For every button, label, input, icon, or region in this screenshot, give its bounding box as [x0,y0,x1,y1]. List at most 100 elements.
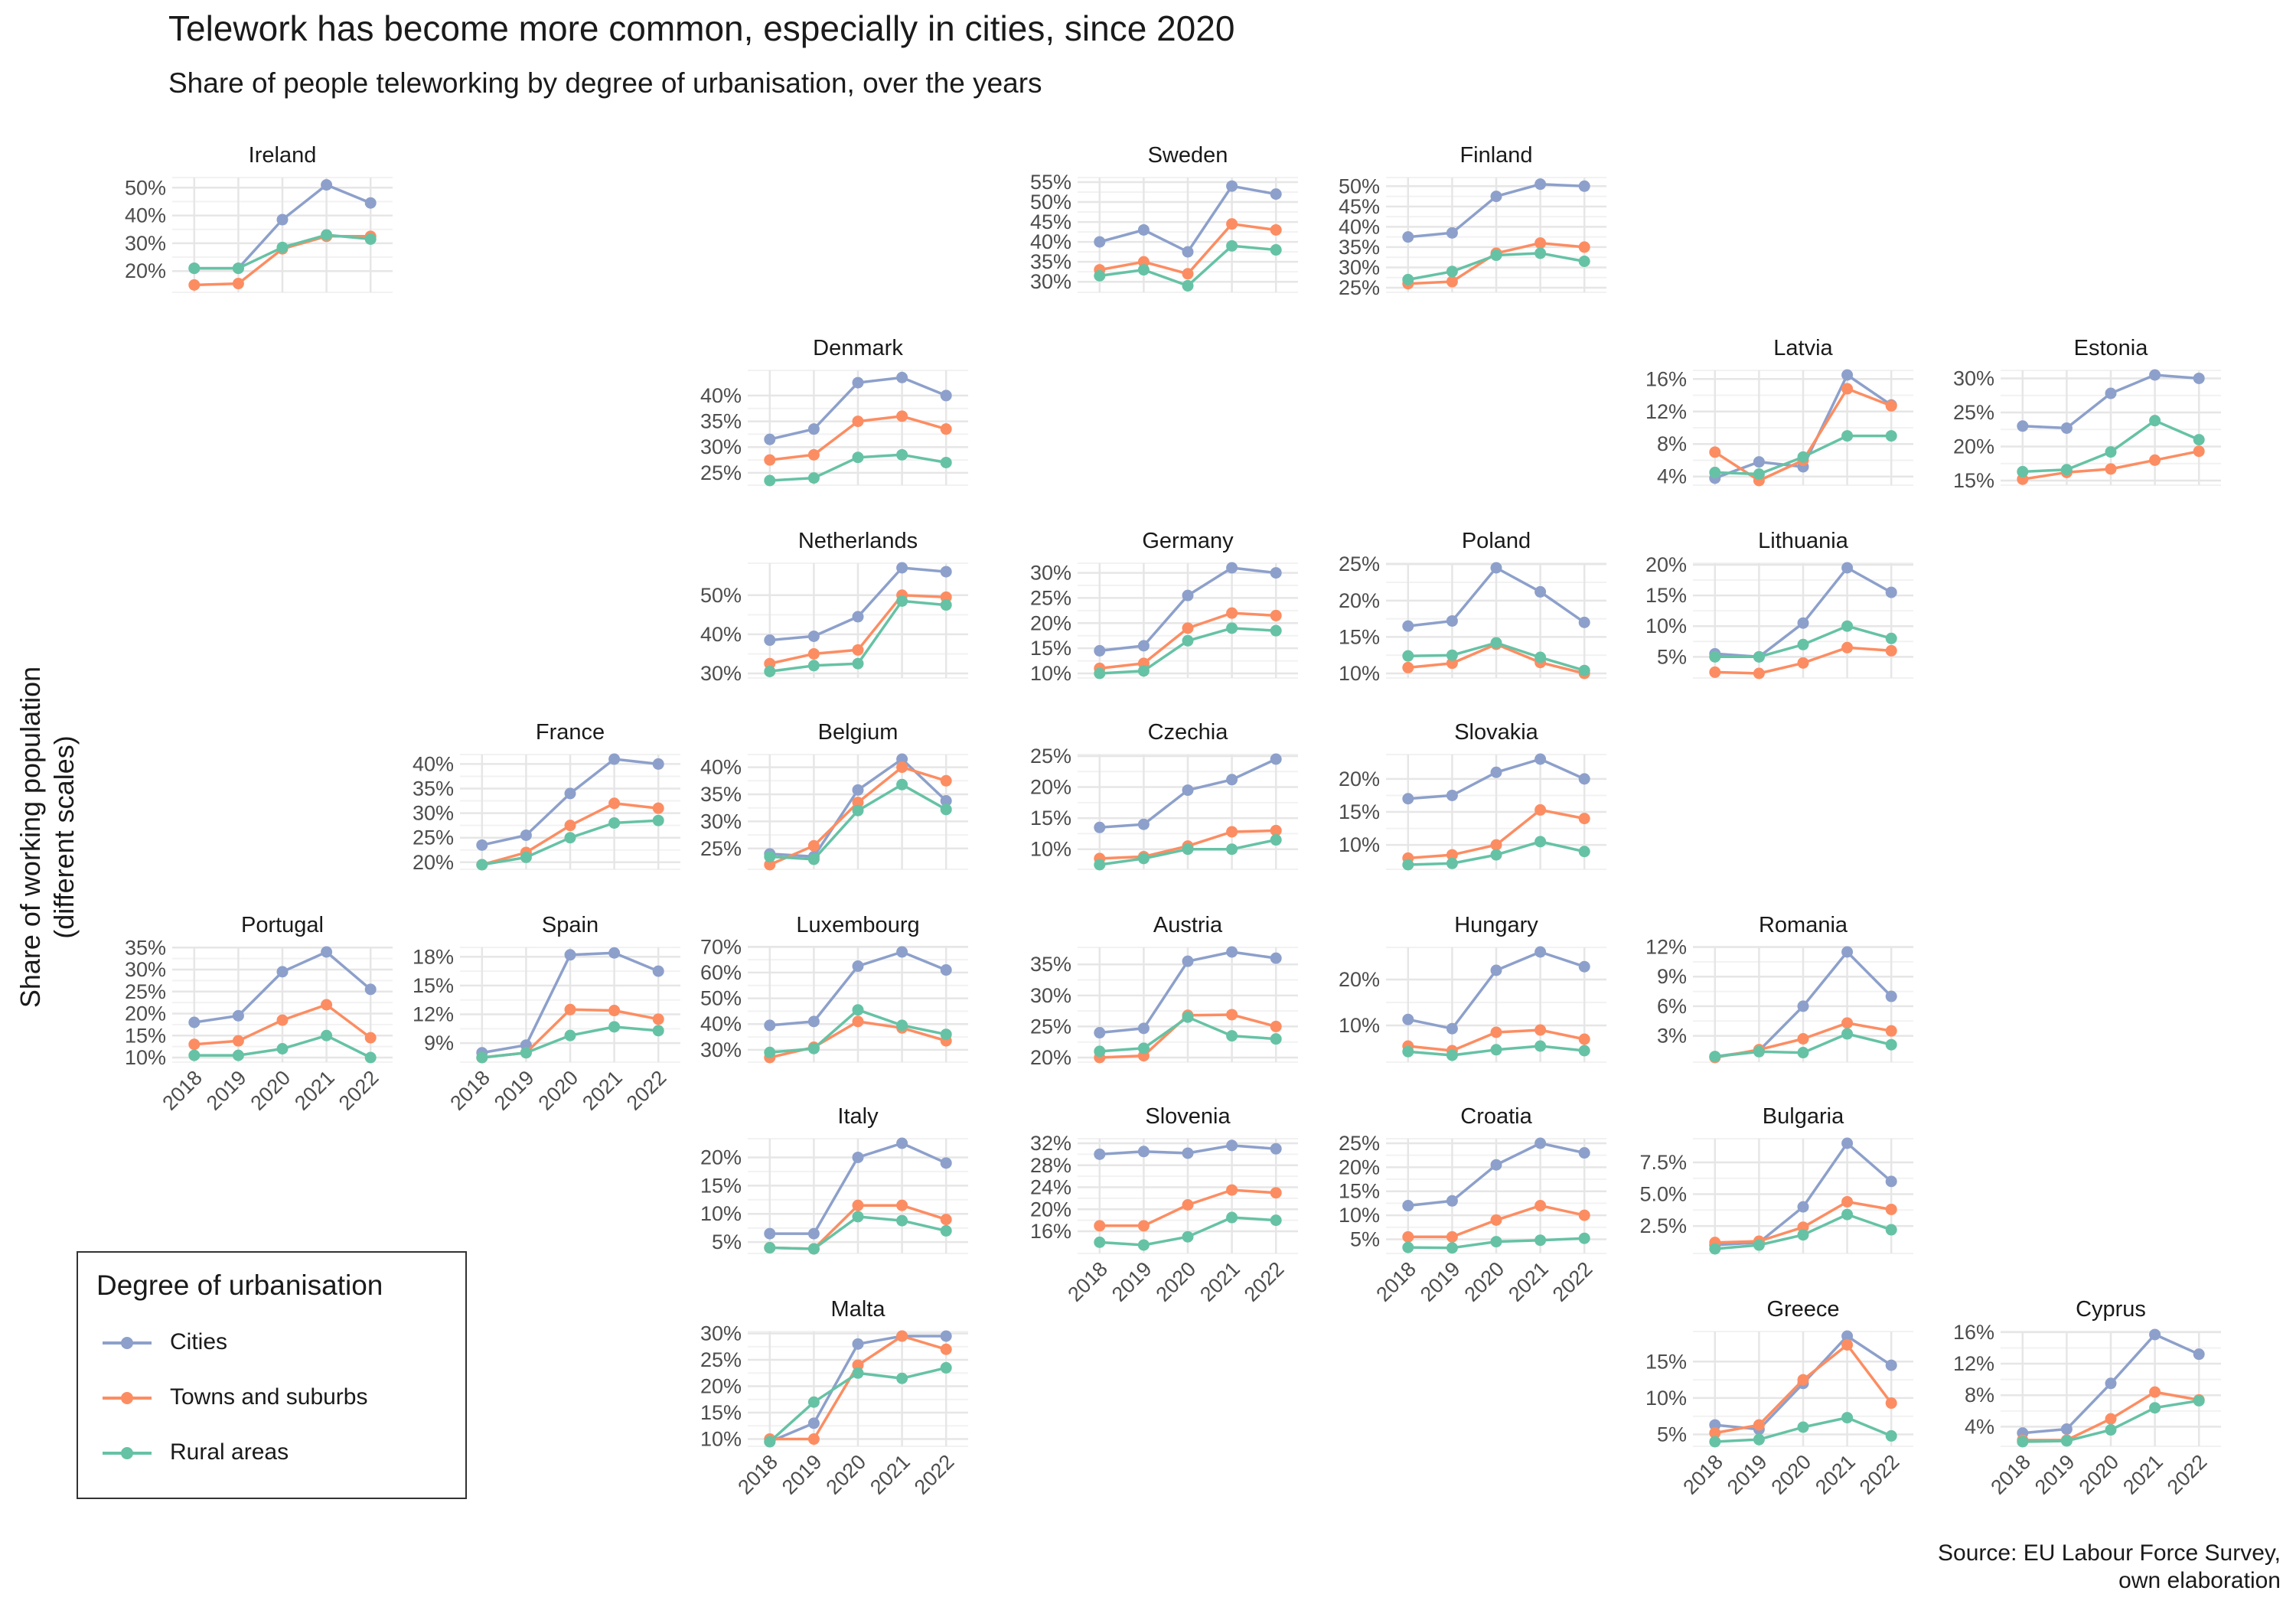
point-germany-rural-areas-2021 [1226,622,1238,634]
point-denmark-rural-areas-2022 [940,456,952,468]
y-tick-label-finland-3: 40% [1339,215,1380,238]
panel-title-malta: Malta [831,1297,886,1322]
point-belgium-towns-and-suburbs-2021 [896,761,908,774]
x-tick-label-spain-2020: 2020 [534,1066,583,1115]
panel-title-romania: Romania [1759,913,1848,937]
point-cyprus-rural-areas-2019 [2060,1435,2073,1447]
x-tick-label-slovenia-2022: 2022 [1240,1257,1289,1306]
point-spain-rural-areas-2018 [476,1051,488,1064]
point-portugal-towns-and-suburbs-2022 [364,1032,377,1044]
point-estonia-cities-2019 [2060,422,2073,434]
point-greece-towns-and-suburbs-2022 [1885,1397,1897,1410]
panel-title-slovakia: Slovakia [1454,720,1538,745]
point-hungary-cities-2019 [1446,1022,1458,1035]
point-slovakia-cities-2022 [1578,773,1590,785]
point-denmark-rural-areas-2018 [764,474,776,487]
point-sweden-cities-2021 [1226,180,1238,192]
point-denmark-rural-areas-2021 [896,448,908,461]
panel-title-netherlands: Netherlands [798,529,918,553]
point-cyprus-towns-and-suburbs-2021 [2149,1386,2161,1398]
point-finland-rural-areas-2018 [1402,273,1414,285]
panel-netherlands: 30% 40% 50% Netherlands [700,529,968,685]
point-germany-cities-2020 [1182,589,1194,601]
point-italy-towns-and-suburbs-2021 [896,1199,908,1211]
y-tick-label-austria-2: 30% [1030,984,1071,1007]
point-netherlands-cities-2020 [852,611,864,623]
y-tick-label-portugal-4: 30% [125,958,166,981]
point-estonia-rural-areas-2021 [2149,415,2161,427]
panel-latvia: 4% 8% 12% 16% Latvia [1645,336,1913,488]
y-tick-label-ireland-3: 50% [125,176,166,199]
point-belgium-towns-and-suburbs-2018 [764,859,776,871]
point-spain-rural-areas-2021 [608,1021,621,1033]
point-spain-cities-2022 [652,965,664,977]
y-tick-label-slovenia-0: 16% [1030,1220,1071,1243]
y-tick-label-slovakia-2: 20% [1339,768,1380,790]
point-ireland-rural-areas-2022 [364,233,377,245]
point-cyprus-rural-areas-2021 [2149,1402,2161,1414]
x-tick-label-portugal-2019: 2019 [202,1066,251,1115]
point-latvia-cities-2021 [1841,369,1854,381]
x-tick-label-cyprus-2021: 2021 [2118,1450,2167,1499]
x-tick-label-slovenia-2018: 2018 [1063,1257,1112,1306]
y-tick-label-latvia-3: 16% [1645,367,1687,390]
point-finland-rural-areas-2020 [1490,249,1502,262]
point-bulgaria-rural-areas-2018 [1709,1243,1721,1255]
point-netherlands-towns-and-suburbs-2020 [852,644,864,656]
point-latvia-rural-areas-2022 [1885,430,1897,442]
point-italy-cities-2020 [852,1151,864,1163]
y-tick-label-malta-1: 15% [700,1401,742,1424]
point-cyprus-rural-areas-2022 [2193,1394,2205,1407]
x-tick-label-malta-2022: 2022 [910,1450,959,1499]
y-tick-label-france-2: 30% [413,802,454,825]
point-estonia-rural-areas-2019 [2060,464,2073,476]
point-poland-cities-2022 [1578,616,1590,628]
panel-portugal: 10%15%20%25%30%35%Portugal20182019202020… [125,913,393,1115]
point-slovenia-towns-and-suburbs-2019 [1137,1220,1150,1232]
point-cyprus-cities-2020 [2105,1377,2117,1390]
y-tick-label-greece-2: 15% [1645,1350,1687,1373]
y-tick-label-italy-1: 10% [700,1202,742,1225]
point-croatia-cities-2022 [1578,1147,1590,1159]
point-slovakia-rural-areas-2022 [1578,846,1590,858]
point-bulgaria-rural-areas-2022 [1885,1224,1897,1236]
point-finland-cities-2021 [1534,178,1547,191]
point-germany-rural-areas-2018 [1094,667,1106,680]
x-tick-label-spain-2022: 2022 [622,1066,671,1115]
point-sweden-cities-2020 [1182,246,1194,258]
point-lithuania-towns-and-suburbs-2020 [1797,657,1809,669]
panel-slovakia: 10% 15% 20% Slovakia [1339,720,1606,871]
point-austria-rural-areas-2020 [1182,1011,1194,1023]
point-netherlands-cities-2019 [807,630,820,642]
point-slovenia-cities-2018 [1094,1148,1106,1160]
y-tick-label-austria-3: 35% [1030,953,1071,976]
point-slovakia-towns-and-suburbs-2022 [1578,813,1590,825]
point-lithuania-rural-areas-2022 [1885,632,1897,644]
point-estonia-rural-areas-2020 [2105,446,2117,458]
point-slovenia-rural-areas-2021 [1226,1211,1238,1224]
point-greece-towns-and-suburbs-2021 [1841,1338,1854,1351]
point-hungary-towns-and-suburbs-2022 [1578,1033,1590,1045]
y-tick-label-poland-1: 15% [1339,625,1380,648]
y-tick-label-estonia-1: 20% [1953,435,1994,458]
point-austria-rural-areas-2019 [1137,1042,1150,1054]
panel-france: 20%25%30%35%40% France [413,720,680,874]
point-sweden-rural-areas-2020 [1182,279,1194,292]
point-croatia-towns-and-suburbs-2019 [1446,1231,1458,1243]
point-belgium-towns-and-suburbs-2019 [807,839,820,852]
y-tick-label-malta-4: 30% [700,1322,742,1345]
x-tick-label-greece-2022: 2022 [1855,1450,1904,1499]
x-tick-label-slovenia-2021: 2021 [1195,1257,1244,1306]
point-slovakia-towns-and-suburbs-2019 [1446,849,1458,861]
panel-croatia: 5%10%15%20%25% Croatia 2018201920202021202… [1339,1104,1606,1306]
point-poland-rural-areas-2018 [1402,650,1414,662]
y-tick-label-cyprus-3: 16% [1953,1321,1994,1344]
y-tick-label-spain-2: 15% [413,974,454,997]
point-netherlands-cities-2018 [764,634,776,647]
x-tick-label-portugal-2021: 2021 [290,1066,339,1115]
y-tick-label-denmark-3: 40% [700,384,742,407]
y-tick-label-latvia-2: 12% [1645,400,1687,423]
y-tick-label-croatia-3: 20% [1339,1156,1380,1178]
point-poland-rural-areas-2020 [1490,637,1502,649]
